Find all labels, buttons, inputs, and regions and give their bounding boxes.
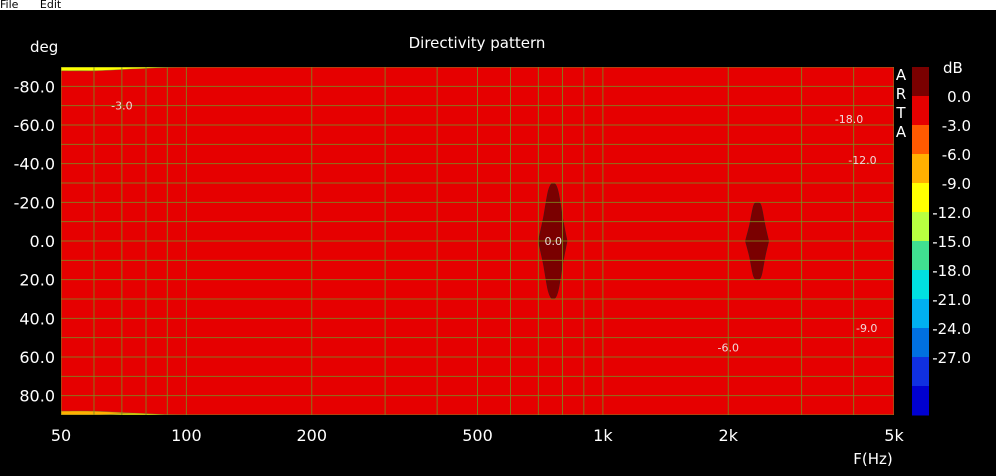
- colorbar-unit: dB: [943, 59, 963, 77]
- colorbar-level: -12.0: [932, 204, 971, 222]
- contour-label: -3.0: [111, 100, 132, 113]
- colorbar-swatch: [912, 154, 929, 184]
- menu-file[interactable]: File: [0, 0, 19, 9]
- colorbar-swatch: [912, 299, 929, 329]
- colorbar-swatch: [912, 212, 929, 242]
- colorbar-swatch: [912, 357, 929, 387]
- y-tick-label: 0.0: [30, 232, 55, 251]
- y-tick-label: 40.0: [19, 309, 55, 328]
- y-tick-label: -20.0: [14, 193, 55, 212]
- x-tick-label: 500: [462, 426, 493, 445]
- y-tick-label: 60.0: [19, 348, 55, 367]
- chart-title: Directivity pattern: [409, 34, 546, 52]
- colorbar-level: -24.0: [932, 320, 971, 338]
- y-tick-label: -60.0: [14, 116, 55, 135]
- contour-label: 0.0: [544, 235, 562, 248]
- colorbar-level: 0.0: [947, 88, 971, 106]
- watermark-letter: T: [895, 104, 906, 122]
- window-edge: [996, 10, 1000, 476]
- y-tick-label: -40.0: [14, 155, 55, 174]
- colorbar-swatch: [912, 67, 929, 97]
- watermark-letter: A: [896, 66, 907, 84]
- y-tick-label: -80.0: [14, 77, 55, 96]
- y-tick-label: 80.0: [19, 387, 55, 406]
- plot-window: Directivity pattern deg F(Hz) -3.0 0.0 -6.0 -1…: [0, 10, 996, 476]
- colorbar-swatch: [912, 328, 929, 358]
- colorbar-level: -15.0: [932, 233, 971, 251]
- x-tick-label: 2k: [719, 426, 739, 445]
- colorbar-swatch: [912, 241, 929, 271]
- grid: [61, 67, 894, 415]
- menu-bar: File Edit: [0, 0, 1000, 9]
- plot-area: -3.0 0.0 -6.0 -18.0 -9.0 -12.0: [61, 67, 894, 415]
- contour-label: -12.0: [848, 154, 876, 167]
- x-tick-label: 100: [171, 426, 202, 445]
- colorbar-level: -21.0: [932, 291, 971, 309]
- contour-label: -6.0: [718, 341, 739, 354]
- y-axis-label: deg: [30, 38, 58, 56]
- y-tick-label: 20.0: [19, 271, 55, 290]
- colorbar-swatch: [912, 183, 929, 213]
- menu-edit[interactable]: Edit: [39, 0, 62, 9]
- colorbar-level: -18.0: [932, 262, 971, 280]
- contour-label: -9.0: [856, 322, 877, 335]
- colorbar-swatch: [912, 270, 929, 300]
- watermark-letter: R: [896, 85, 906, 103]
- contour-label: -18.0: [835, 113, 863, 126]
- colorbar-swatch: [912, 386, 929, 416]
- x-tick-label: 5k: [884, 426, 904, 445]
- colorbar-swatch: [912, 125, 929, 155]
- x-tick-label: 200: [296, 426, 327, 445]
- colorbar-swatch: [912, 96, 929, 126]
- colorbar-level: -3.0: [942, 117, 971, 135]
- x-axis-label: F(Hz): [853, 450, 893, 468]
- directivity-chart: Directivity pattern deg F(Hz) -3.0 0.0 -6.0 -1…: [14, 34, 971, 468]
- colorbar-level: -6.0: [942, 146, 971, 164]
- colorbar-level: -9.0: [942, 175, 971, 193]
- watermark-letter: A: [896, 123, 907, 141]
- x-tick-label: 1k: [593, 426, 613, 445]
- x-tick-label: 50: [51, 426, 71, 445]
- colorbar-level: -27.0: [932, 349, 971, 367]
